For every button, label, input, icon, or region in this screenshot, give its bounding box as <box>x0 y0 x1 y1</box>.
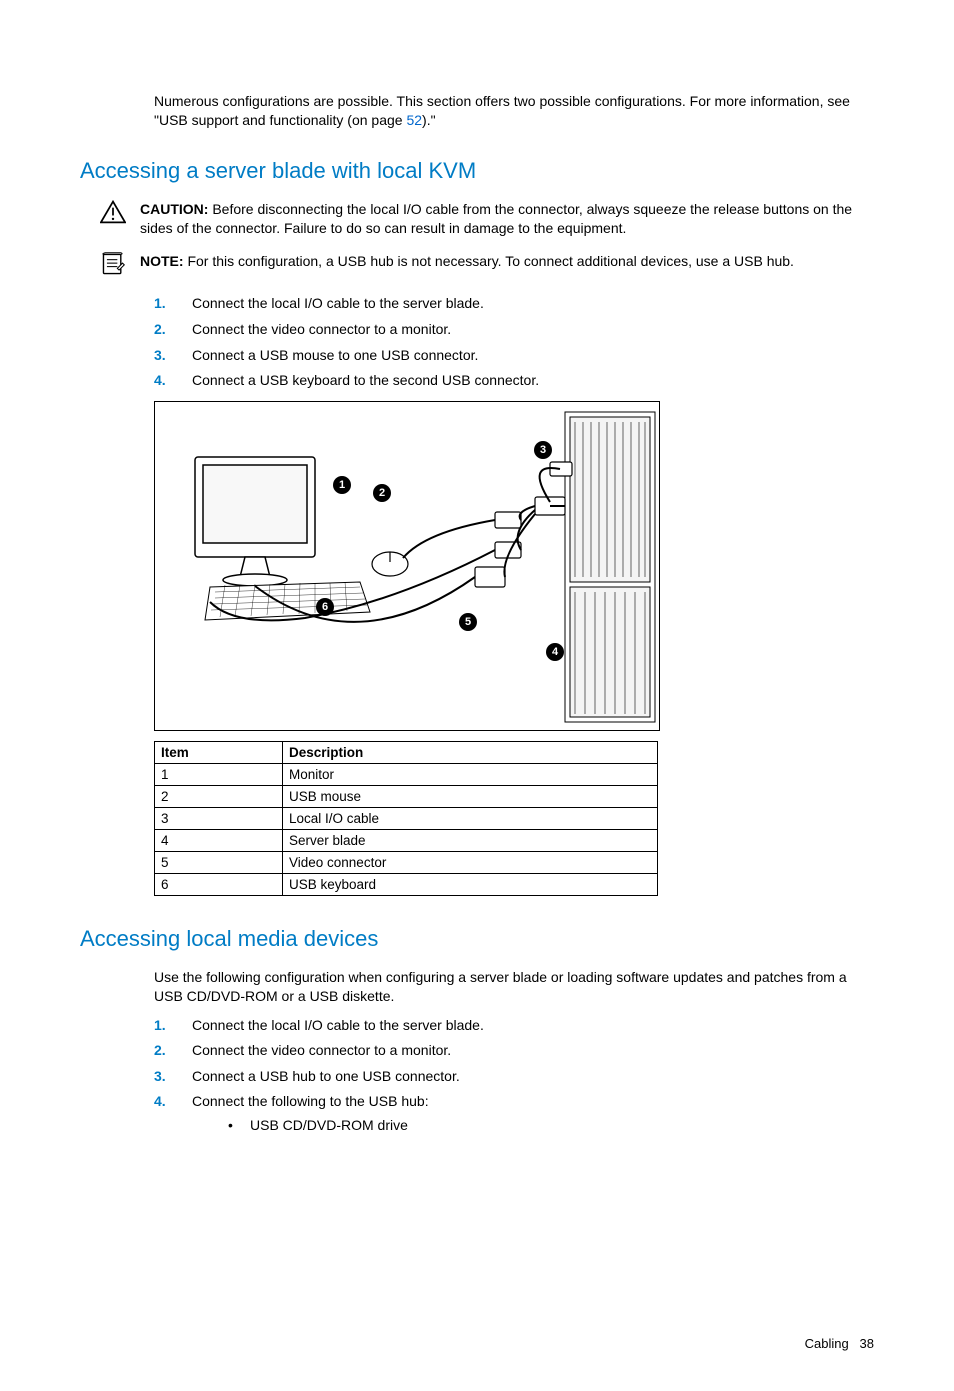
media-steps: Connect the local I/O cable to the serve… <box>154 1016 874 1136</box>
diagram-callout-5: 5 <box>459 613 477 631</box>
diagram-svg <box>155 402 659 730</box>
diagram-callout-6: 6 <box>316 598 334 616</box>
intro-text-before: Numerous configurations are possible. Th… <box>154 93 850 128</box>
table-row: 4Server blade <box>155 829 658 851</box>
diagram-callout-3: 3 <box>534 441 552 459</box>
kvm-legend-table: Item Description 1Monitor 2USB mouse 3Lo… <box>154 741 658 896</box>
kvm-steps: Connect the local I/O cable to the serve… <box>154 294 874 390</box>
caution-text: Before disconnecting the local I/O cable… <box>140 201 852 236</box>
footer-page: 38 <box>860 1336 874 1351</box>
caution-label: CAUTION: <box>140 201 208 217</box>
table-row: 1Monitor <box>155 763 658 785</box>
diagram-callout-4: 4 <box>546 643 564 661</box>
list-item: Connect the following to the USB hub: US… <box>154 1092 874 1135</box>
list-item: Connect the local I/O cable to the serve… <box>154 294 874 314</box>
media-sub-bullets: USB CD/DVD-ROM drive <box>228 1116 874 1136</box>
table-header-desc: Description <box>283 741 658 763</box>
page-footer: Cabling 38 <box>80 1336 874 1351</box>
note-text: For this configuration, a USB hub is not… <box>184 253 794 269</box>
heading-media: Accessing local media devices <box>80 926 874 952</box>
caution-block: CAUTION: Before disconnecting the local … <box>100 200 874 238</box>
media-body: Use the following configuration when con… <box>154 968 874 1006</box>
intro-paragraph: Numerous configurations are possible. Th… <box>154 92 874 130</box>
table-row: 6USB keyboard <box>155 873 658 895</box>
list-item: Connect a USB keyboard to the second USB… <box>154 371 874 391</box>
heading-kvm: Accessing a server blade with local KVM <box>80 158 874 184</box>
list-item: Connect a USB mouse to one USB connector… <box>154 346 874 366</box>
page-link-52[interactable]: 52 <box>406 112 422 128</box>
table-header-item: Item <box>155 741 283 763</box>
list-item: Connect a USB hub to one USB connector. <box>154 1067 874 1087</box>
table-row: 2USB mouse <box>155 785 658 807</box>
list-item: Connect the video connector to a monitor… <box>154 1041 874 1061</box>
list-item: Connect the video connector to a monitor… <box>154 320 874 340</box>
kvm-diagram: 1 2 3 4 5 6 <box>154 401 660 731</box>
note-icon <box>100 252 140 281</box>
table-row: 5Video connector <box>155 851 658 873</box>
list-item: Connect the local I/O cable to the serve… <box>154 1016 874 1036</box>
table-row: 3Local I/O cable <box>155 807 658 829</box>
diagram-callout-1: 1 <box>333 476 351 494</box>
caution-icon <box>100 200 140 229</box>
note-block: NOTE: For this configuration, a USB hub … <box>100 252 874 281</box>
diagram-callout-2: 2 <box>373 484 391 502</box>
intro-text-after: )." <box>422 112 436 128</box>
list-item: USB CD/DVD-ROM drive <box>228 1116 874 1136</box>
footer-section: Cabling <box>805 1336 849 1351</box>
note-label: NOTE: <box>140 253 184 269</box>
